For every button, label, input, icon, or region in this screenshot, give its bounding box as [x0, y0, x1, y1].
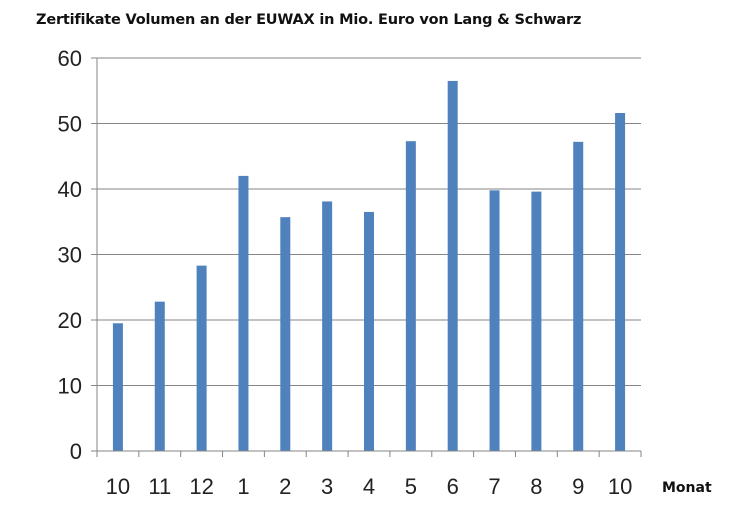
bar-5 — [280, 217, 291, 451]
bar-7 — [364, 211, 374, 451]
bar-12 — [573, 141, 584, 451]
bar-6 — [322, 201, 333, 451]
bars — [112, 80, 626, 452]
y-tick-label: 40 — [58, 177, 82, 202]
x-tick-label: 5 — [405, 474, 417, 499]
x-tick-label: 7 — [488, 474, 500, 499]
bar-1 — [112, 323, 123, 451]
axes — [91, 57, 642, 457]
bar-8 — [405, 141, 416, 451]
y-tick-label: 20 — [58, 308, 82, 333]
y-tick-label: 30 — [58, 243, 82, 268]
bar-10 — [489, 190, 500, 451]
x-tick-label: 2 — [279, 474, 291, 499]
y-tick-label: 10 — [58, 374, 82, 399]
y-tick-label: 60 — [58, 46, 82, 71]
x-tick-label: 12 — [189, 474, 213, 499]
y-tick-label: 0 — [70, 439, 82, 464]
chart-title: Zertifikate Volumen an der EUWAX in Mio.… — [36, 12, 582, 28]
x-tick-label: 8 — [530, 474, 542, 499]
x-tick-label: 6 — [447, 474, 459, 499]
x-tick-label: 9 — [572, 474, 584, 499]
bar-11 — [531, 191, 542, 451]
x-tick-label: 1 — [237, 474, 249, 499]
bar-2 — [154, 301, 165, 451]
bar-3 — [196, 265, 207, 451]
x-tick-labels: 10 11 12 1 2 3 4 5 6 7 8 9 10 — [106, 474, 633, 499]
x-tick-label: 11 — [148, 474, 171, 499]
x-tick-label: 3 — [321, 474, 333, 499]
x-axis-label: Monat — [662, 480, 712, 496]
x-tick-label: 4 — [363, 474, 375, 499]
bar-13 — [615, 113, 626, 452]
x-tick-label: 10 — [106, 474, 130, 499]
bar-4 — [238, 175, 249, 451]
y-tick-labels: 0 10 20 30 40 50 60 — [58, 46, 82, 464]
y-tick-label: 50 — [58, 112, 82, 137]
bar-9 — [447, 80, 458, 452]
x-tick-label: 10 — [608, 474, 632, 499]
